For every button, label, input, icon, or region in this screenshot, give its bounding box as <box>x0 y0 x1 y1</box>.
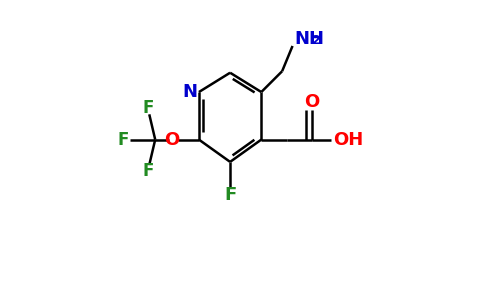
Text: O: O <box>304 93 319 111</box>
Text: OH: OH <box>333 130 363 148</box>
Text: F: F <box>224 187 236 205</box>
Text: N: N <box>182 83 197 101</box>
Text: F: F <box>142 162 153 180</box>
Text: F: F <box>118 130 129 148</box>
Text: NH: NH <box>294 29 324 47</box>
Text: O: O <box>165 130 180 148</box>
Text: F: F <box>142 99 153 117</box>
Text: 2: 2 <box>312 34 321 47</box>
